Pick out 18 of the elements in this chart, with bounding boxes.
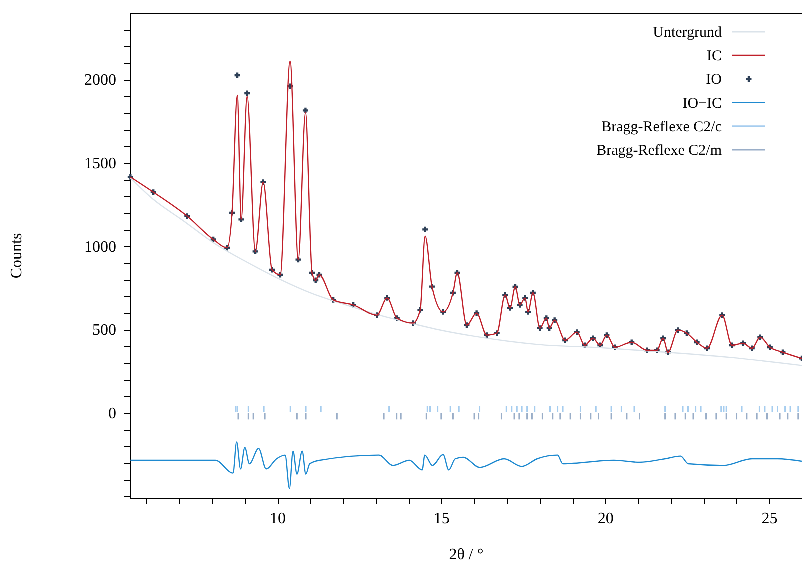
x-axis-title: 2θ / ° bbox=[449, 546, 484, 564]
legend-label: Bragg-Reflexe C2/m bbox=[596, 143, 722, 159]
y-axis-title: Counts bbox=[8, 233, 26, 279]
legend-label: Bragg-Reflexe C2/c bbox=[602, 119, 722, 136]
legend-label: IO bbox=[706, 72, 722, 88]
legend-label: Untergrund bbox=[653, 25, 722, 41]
x-tick-label: 15 bbox=[434, 510, 450, 528]
y-tick-label: 2000 bbox=[84, 72, 116, 90]
x-tick-label: 20 bbox=[598, 510, 614, 528]
x-tick-label: 10 bbox=[270, 510, 286, 528]
y-tick-label: 500 bbox=[92, 322, 116, 340]
y-tick-label: 1000 bbox=[84, 238, 116, 256]
legend-label: IC bbox=[707, 48, 722, 65]
y-tick-label: 0 bbox=[108, 406, 116, 422]
y-tick-label: 1500 bbox=[84, 156, 116, 172]
legend-label: IO−IC bbox=[682, 96, 722, 112]
x-tick-label: 25 bbox=[762, 510, 778, 528]
line-series bbox=[130, 442, 802, 490]
